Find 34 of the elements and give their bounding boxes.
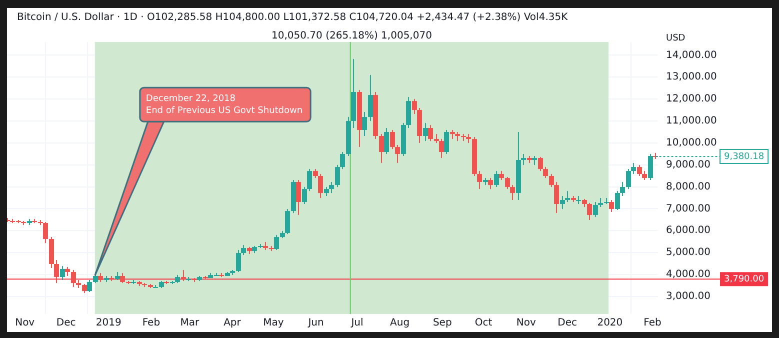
y-tick-label: 13,000.00 <box>666 72 717 83</box>
x-tick-label: Oct <box>474 318 492 329</box>
x-tick-label: Dec <box>558 318 578 329</box>
y-tick-label: 8,000.00 <box>666 181 711 192</box>
x-tick-label: Mar <box>180 318 200 329</box>
x-tick-label: May <box>263 318 284 329</box>
x-tick-label: Apr <box>224 318 242 329</box>
x-tick-label: Feb <box>142 318 160 329</box>
x-tick-label: Feb <box>644 318 662 329</box>
x-tick-label: Jul <box>350 318 364 329</box>
annotation: December 22, 2018 End of Previous US Govt Shutdown <box>146 94 303 116</box>
x-tick-label: Dec <box>56 318 76 329</box>
y-tick-label: 6,000.00 <box>666 225 711 236</box>
chart-subtitle: Bitcoin / U.S. Dollar · 1D · O102,285.58 H104,800.00 L101,372.58 C104,720.04 +2,434.47 (+2.38%) Vol4.35K <box>17 12 568 23</box>
y-tick-label: 14,000.00 <box>666 50 717 61</box>
y-tick-label: 12,000.00 <box>666 94 717 105</box>
x-tick-label: Aug <box>390 318 410 329</box>
ref-line-label: 3,790.00 <box>724 274 764 284</box>
y-tick-label: 9,000.00 <box>666 159 711 170</box>
x-tick-label: 2020 <box>597 318 623 329</box>
x-tick-label: Sep <box>432 318 452 329</box>
y-tick-label: 3,000.00 <box>666 291 711 302</box>
y-tick-label: 4,000.00 <box>666 269 711 280</box>
x-tick-label: 2019 <box>96 318 122 329</box>
x-tick-label: Jun <box>307 318 324 329</box>
y-tick-label: 7,000.00 <box>666 203 711 214</box>
x-tick-label: Nov <box>516 318 536 329</box>
y-tick-label: 10,000.00 <box>666 137 717 148</box>
band-label: 10,050.70 (265.18%) 1,005,070 <box>272 30 432 42</box>
y-tick-label: 5,000.00 <box>666 247 711 258</box>
y-tick-label: 11,000.00 <box>666 116 717 127</box>
annotation: 9,380.18 <box>724 152 764 162</box>
x-tick-label: Nov <box>15 318 35 329</box>
y-axis-title: USD <box>666 33 686 44</box>
